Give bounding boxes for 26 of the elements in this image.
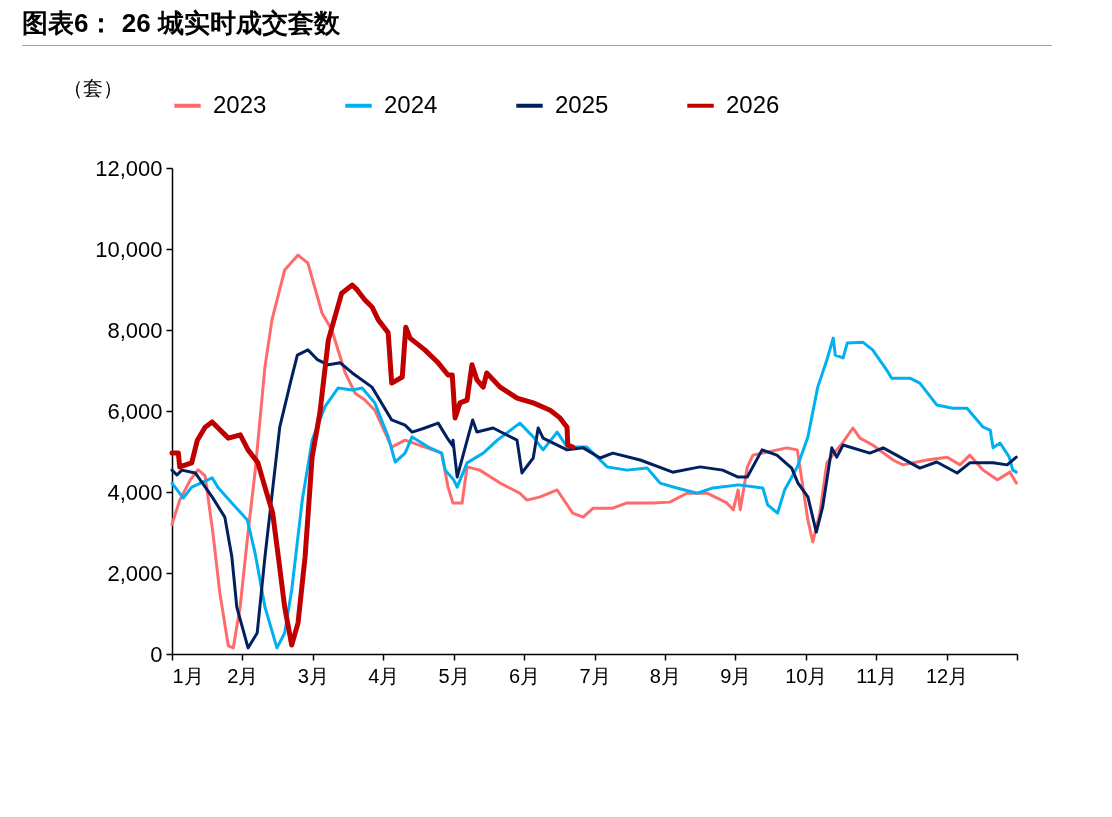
y-tick-label: 10,000: [95, 236, 163, 262]
x-tick-label: 8月: [649, 664, 681, 687]
y-tick-label: 6,000: [107, 398, 163, 424]
line-series: [170, 253, 1018, 650]
x-tick-label: 2月: [227, 664, 259, 687]
legend-label: 2026: [726, 90, 780, 118]
legend-label: 2023: [213, 90, 267, 118]
chart-title: 图表6： 26 城实时成交套数: [22, 6, 1052, 46]
legend-label: 2025: [555, 90, 609, 118]
x-tick-label: 3月: [297, 664, 329, 687]
x-tick-label: 1月: [172, 664, 204, 687]
x-tick-label: 9月: [720, 664, 752, 687]
x-tick-label: 12月: [925, 664, 969, 687]
y-tick-label: 0: [150, 641, 163, 667]
y-tick-label: 2,000: [107, 560, 163, 586]
x-tick-label: 5月: [438, 664, 470, 687]
y-axis-title: （套）: [62, 76, 123, 99]
y-tick-label: 8,000: [107, 317, 163, 343]
y-tick-label: 4,000: [107, 479, 163, 505]
y-tick-label: 12,000: [95, 155, 163, 181]
x-tick-label: 6月: [509, 664, 541, 687]
legend-label: 2024: [384, 90, 438, 118]
x-tick-label: 10月: [785, 664, 828, 687]
x-tick-label: 7月: [579, 664, 611, 687]
x-tick-label: 11月: [856, 664, 898, 687]
x-tick-label: 4月: [368, 664, 400, 687]
